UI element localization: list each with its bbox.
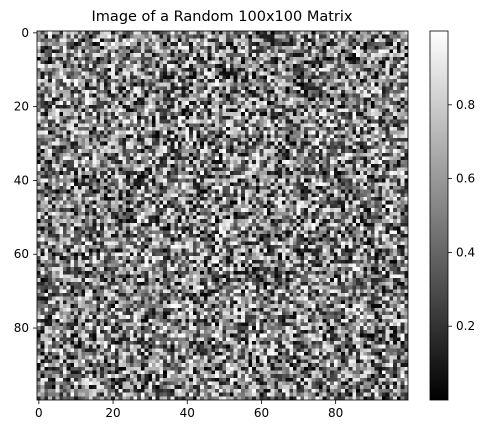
colorbar-tick-label: 0.2: [456, 319, 475, 333]
heatmap-image: [37, 31, 408, 400]
chart-title: Image of a Random 100x100 Matrix: [92, 9, 353, 25]
x-tick-label: 20: [105, 406, 120, 420]
x-tick-label: 40: [180, 406, 195, 420]
y-tick-label: 0: [21, 26, 29, 40]
plot-frame: [36, 30, 409, 401]
x-tick-label: 80: [328, 406, 343, 420]
y-tick-label: 40: [14, 173, 29, 187]
y-tick-label: 60: [14, 247, 29, 261]
colorbar: 0.2 0.4 0.6 0.8: [429, 30, 475, 401]
colorbar-tick-label: 0.4: [456, 245, 475, 259]
y-tick-label: 80: [14, 321, 29, 335]
heatmap-area: [36, 30, 409, 401]
y-tick-label: 20: [14, 100, 29, 114]
colorbar-gradient: [429, 30, 449, 401]
colorbar-tick-label: 0.8: [456, 98, 475, 112]
x-tick-label: 0: [35, 406, 43, 420]
y-axis: 0 20 40 60 80: [14, 26, 37, 335]
x-tick-label: 60: [254, 406, 269, 420]
x-axis: 0 20 40 60 80: [35, 400, 343, 420]
colorbar-tick-label: 0.6: [456, 172, 475, 186]
